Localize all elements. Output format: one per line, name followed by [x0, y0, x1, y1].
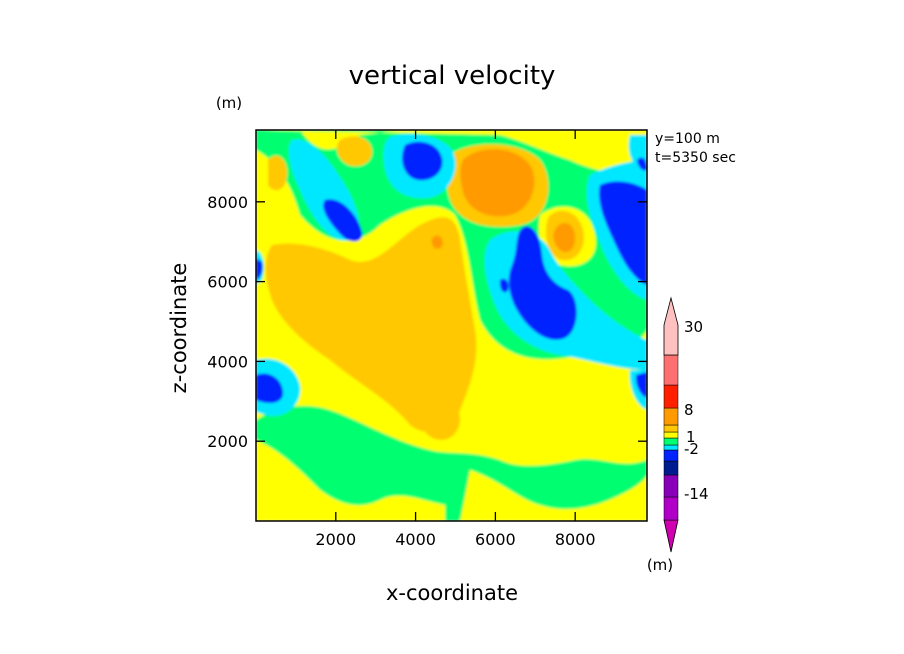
up-region: [431, 235, 443, 249]
y-axis: 2000 4000 6000 8000: [207, 193, 647, 451]
colorbar-band: [663, 474, 679, 498]
colorbar-band: [663, 431, 679, 439]
x-tick-label: 6000: [475, 530, 516, 549]
strong-down-region: [635, 372, 647, 398]
colorbar-band: [663, 437, 679, 446]
colorbar-band: [663, 384, 679, 409]
up-region: [553, 223, 575, 253]
strong-down-region: [323, 199, 363, 242]
strong-down-region: [256, 258, 263, 280]
x-tick-label: 4000: [395, 530, 436, 549]
y-tick-label: 6000: [207, 273, 248, 292]
neutral-region: [460, 470, 647, 521]
info-line-y: y=100 m: [655, 131, 720, 147]
colorbar-band: [663, 460, 679, 476]
colorbar-label: 1: [686, 428, 696, 446]
y-axis-label: z-coordinate: [167, 263, 191, 394]
colorbar-label: 8: [684, 401, 694, 419]
colorbar-band: [663, 424, 679, 433]
x-unit-label: (m): [647, 556, 673, 574]
colorbar-label: -14: [684, 485, 709, 503]
colorbar-band: [663, 354, 679, 386]
chart-title: vertical velocity: [349, 61, 556, 91]
strong-down-region: [256, 373, 284, 404]
neutral-region: [256, 130, 647, 180]
strong-down-region: [599, 181, 647, 285]
contour-field: [256, 130, 647, 521]
x-tick-label: 8000: [555, 530, 596, 549]
weak-up-region: [416, 393, 460, 440]
colorbar-band: [663, 519, 679, 553]
strong-down-region: [402, 141, 443, 181]
info-line-t: t=5350 sec: [655, 150, 736, 166]
colorbar-label: 30: [684, 318, 703, 336]
y-unit-label: (m): [216, 94, 242, 112]
colorbar-band: [663, 449, 679, 462]
strong-down-region: [499, 278, 509, 293]
x-tick-label: 2000: [315, 530, 356, 549]
x-axis: 2000 4000 6000 8000: [315, 130, 596, 549]
colorbar-band: [663, 296, 679, 356]
plot-frame: [255, 129, 648, 522]
strong-down-region: [637, 157, 647, 171]
strong-down-region: [508, 226, 577, 340]
colorbar-label: -2: [684, 440, 699, 458]
colorbar-band: [663, 496, 679, 521]
y-tick-label: 4000: [207, 352, 248, 371]
colorbar: [663, 296, 679, 553]
weak-up-region: [268, 155, 288, 191]
x-axis-label: x-coordinate: [386, 581, 518, 605]
up-region: [460, 149, 535, 217]
neutral-region: [256, 440, 445, 521]
colorbar-labels: 30 8 1 -2 -14: [684, 318, 709, 503]
colorbar-band: [663, 407, 679, 426]
weak-up-region: [336, 136, 372, 167]
weak-up-region: [265, 217, 477, 433]
colorbar-band: [663, 444, 679, 451]
y-tick-label: 8000: [207, 193, 248, 212]
y-tick-label: 2000: [207, 432, 248, 451]
